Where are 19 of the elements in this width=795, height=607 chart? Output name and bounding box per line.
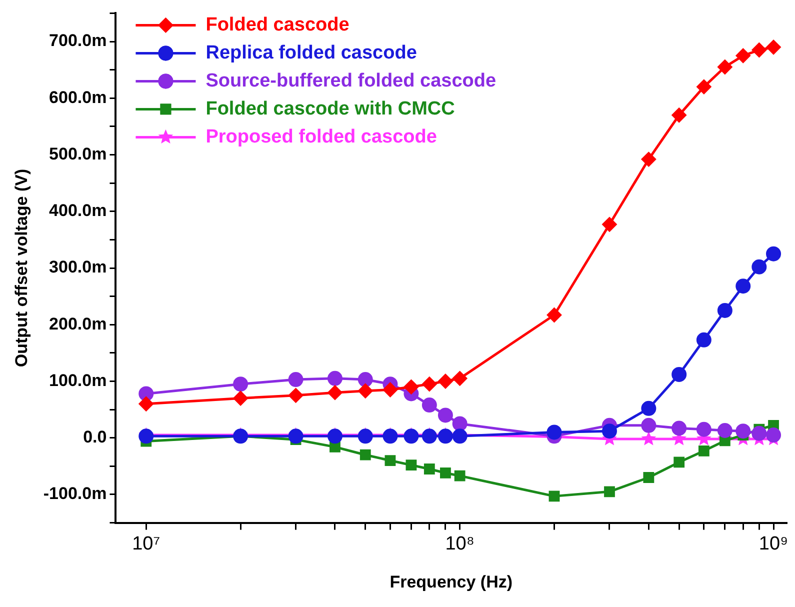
legend-label: Proposed folded cascode: [206, 126, 437, 148]
y-tick-label: 700.0m: [49, 31, 107, 50]
legend-label: Source-buffered folded cascode: [206, 70, 496, 92]
legend-label: Replica folded cascode: [206, 42, 417, 64]
y-tick-label: 500.0m: [49, 144, 107, 164]
y-tick-label: 600.0m: [49, 88, 107, 107]
x-tick-label: 10⁸: [445, 533, 474, 554]
legend-label: Folded cascode with CMCC: [206, 98, 456, 120]
legend-label: Folded cascode: [206, 14, 350, 36]
y-axis-title: Output offset voltage (V): [12, 168, 31, 368]
y-tick-label: 200.0m: [49, 314, 107, 334]
y-tick-label: 400.0m: [49, 201, 107, 220]
y-tick-label: 0.0: [83, 428, 107, 447]
y-tick-label: 300.0m: [49, 258, 107, 277]
y-tick-label: 100.0m: [49, 370, 107, 390]
x-tick-label: 10⁷: [132, 533, 160, 554]
x-axis-title: Frequency (Hz): [390, 572, 513, 592]
x-tick-label: 10⁹: [758, 533, 788, 554]
y-tick-label: -100.0m: [43, 484, 107, 504]
